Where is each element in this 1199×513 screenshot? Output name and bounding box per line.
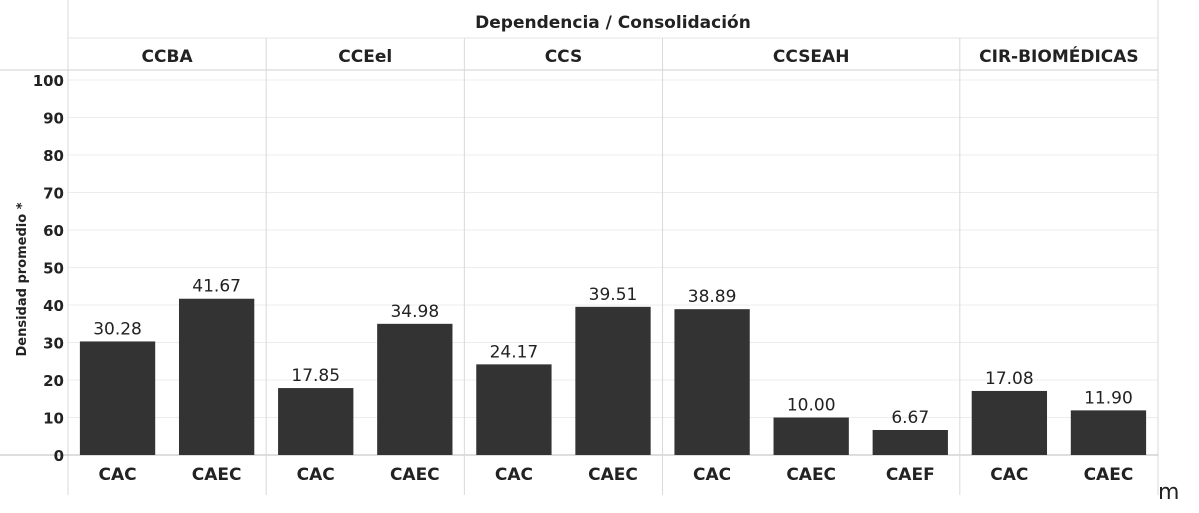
y-tick-label: 70 (43, 185, 64, 203)
data-label: 6.67 (891, 408, 929, 428)
x-tick-label: CAEC (390, 465, 440, 485)
data-label: 11.90 (1084, 388, 1133, 408)
y-tick-label: 90 (43, 110, 64, 128)
bar (773, 417, 849, 455)
group-label: CCS (545, 47, 583, 67)
x-tick-label: CAEC (588, 465, 638, 485)
data-label: 41.67 (192, 277, 241, 297)
data-label: 34.98 (390, 302, 439, 322)
y-tick-label: 20 (43, 372, 64, 390)
bar (971, 390, 1048, 455)
data-label: 24.17 (490, 342, 539, 362)
y-tick-label: 0 (54, 447, 64, 465)
x-tick-label: CAEF (886, 465, 935, 485)
y-axis-label: Densidad promedio * (15, 202, 30, 356)
group-label: CCEel (338, 47, 392, 67)
x-tick-label: CAC (990, 465, 1028, 485)
bar (575, 306, 651, 455)
x-tick-label: CAC (693, 465, 731, 485)
bar (674, 309, 750, 455)
group-label: CCBA (142, 47, 194, 67)
data-label: 17.85 (291, 366, 340, 386)
bar (377, 323, 453, 455)
chart-title: Dependencia / Consolidación (475, 13, 751, 33)
y-tick-label: 30 (43, 335, 64, 353)
bar (178, 298, 255, 455)
y-tick-label: 80 (43, 147, 64, 165)
x-tick-label: CAC (297, 465, 335, 485)
x-tick-label: CAEC (192, 465, 242, 485)
x-tick-label: CAEC (1084, 465, 1134, 485)
y-tick-label: 100 (33, 72, 64, 90)
x-tick-label: CAC (98, 465, 136, 485)
y-tick-label: 10 (43, 410, 64, 428)
data-label: 39.51 (589, 285, 638, 305)
bar (79, 341, 156, 455)
data-label: 17.08 (985, 369, 1034, 389)
data-label: 10.00 (787, 396, 836, 416)
bar (1070, 410, 1147, 455)
stray-mark-text: m (1158, 480, 1180, 505)
x-tick-label: CAEC (786, 465, 836, 485)
group-label: CIR-BIOMÉDICAS (979, 45, 1139, 67)
group-label: CCSEAH (773, 47, 850, 67)
bar (476, 364, 552, 455)
x-tick-label: CAC (495, 465, 533, 485)
bar (872, 429, 948, 455)
data-label: 30.28 (93, 319, 142, 339)
data-label: 38.89 (688, 287, 737, 307)
y-tick-label: 50 (43, 260, 64, 278)
y-tick-label: 60 (43, 222, 64, 240)
bar (278, 388, 354, 455)
y-tick-label: 40 (43, 297, 64, 315)
